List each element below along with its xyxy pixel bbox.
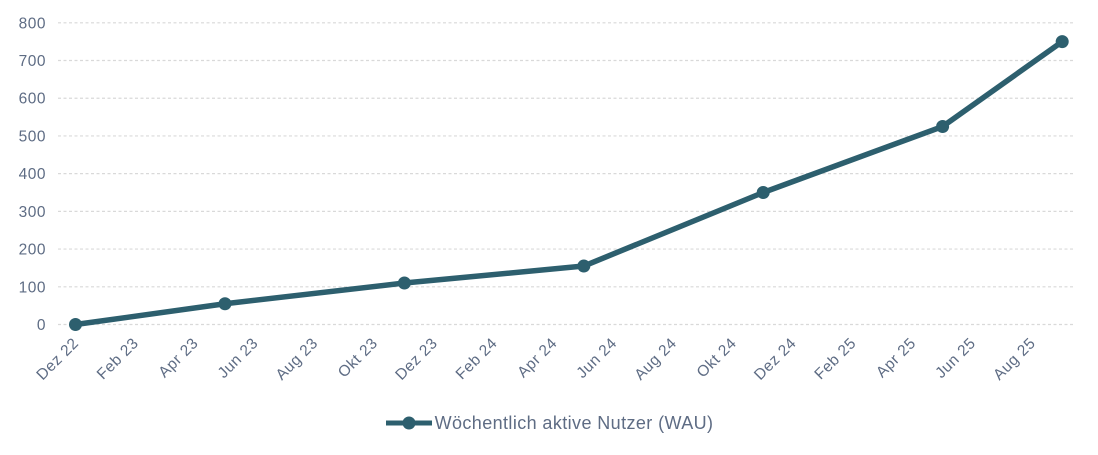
x-axis-tick-label: Feb 23 xyxy=(94,335,142,383)
y-axis-tick-label: 500 xyxy=(19,128,46,145)
data-point-marker xyxy=(69,318,82,331)
x-axis-tick-label: Aug 23 xyxy=(273,335,322,384)
y-axis-tick-label: 300 xyxy=(19,204,46,221)
data-point-marker xyxy=(1055,35,1069,49)
y-axis-tick-label: 700 xyxy=(19,53,46,70)
data-point-marker xyxy=(756,186,770,200)
data-point-marker xyxy=(936,120,950,134)
legend-series-label: Wöchentlich aktive Nutzer (WAU) xyxy=(434,412,714,433)
y-axis-tick-label: 800 xyxy=(19,15,46,32)
y-axis-tick-label: 600 xyxy=(19,91,46,108)
y-axis-tick-label: 100 xyxy=(19,279,46,296)
y-axis-tick-label: 200 xyxy=(19,242,46,259)
x-axis-tick-label: Aug 24 xyxy=(631,335,680,384)
x-axis-tick-label: Jun 24 xyxy=(573,335,620,382)
legend-line-marker-icon xyxy=(385,416,432,430)
x-axis-tick-label: Okt 24 xyxy=(694,335,740,381)
y-axis-tick-label: 0 xyxy=(37,317,46,334)
data-point-marker xyxy=(397,276,411,290)
x-axis-tick-label: Apr 23 xyxy=(155,335,201,381)
y-axis-tick-label: 400 xyxy=(19,166,46,183)
x-axis-tick-label: Dez 22 xyxy=(33,335,82,384)
x-axis-tick-label: Jun 25 xyxy=(932,335,979,382)
series-line xyxy=(72,38,1065,328)
chart-legend: Wöchentlich aktive Nutzer (WAU) xyxy=(0,409,1098,437)
x-axis-tick-label: Feb 24 xyxy=(453,335,501,383)
x-axis-tick-label: Apr 25 xyxy=(873,335,919,381)
x-axis-tick-label: Dez 24 xyxy=(751,335,800,384)
x-axis-tick-label: Aug 25 xyxy=(990,335,1039,384)
data-point-marker xyxy=(218,297,232,311)
data-point-marker xyxy=(577,259,591,273)
x-axis-tick-label: Jun 23 xyxy=(215,335,262,382)
x-axis-tick-label: Apr 24 xyxy=(514,335,560,381)
x-axis-tick-label: Dez 23 xyxy=(392,335,441,384)
x-axis-tick-label: Okt 23 xyxy=(335,335,381,381)
x-axis-tick-label: Feb 25 xyxy=(811,335,859,383)
